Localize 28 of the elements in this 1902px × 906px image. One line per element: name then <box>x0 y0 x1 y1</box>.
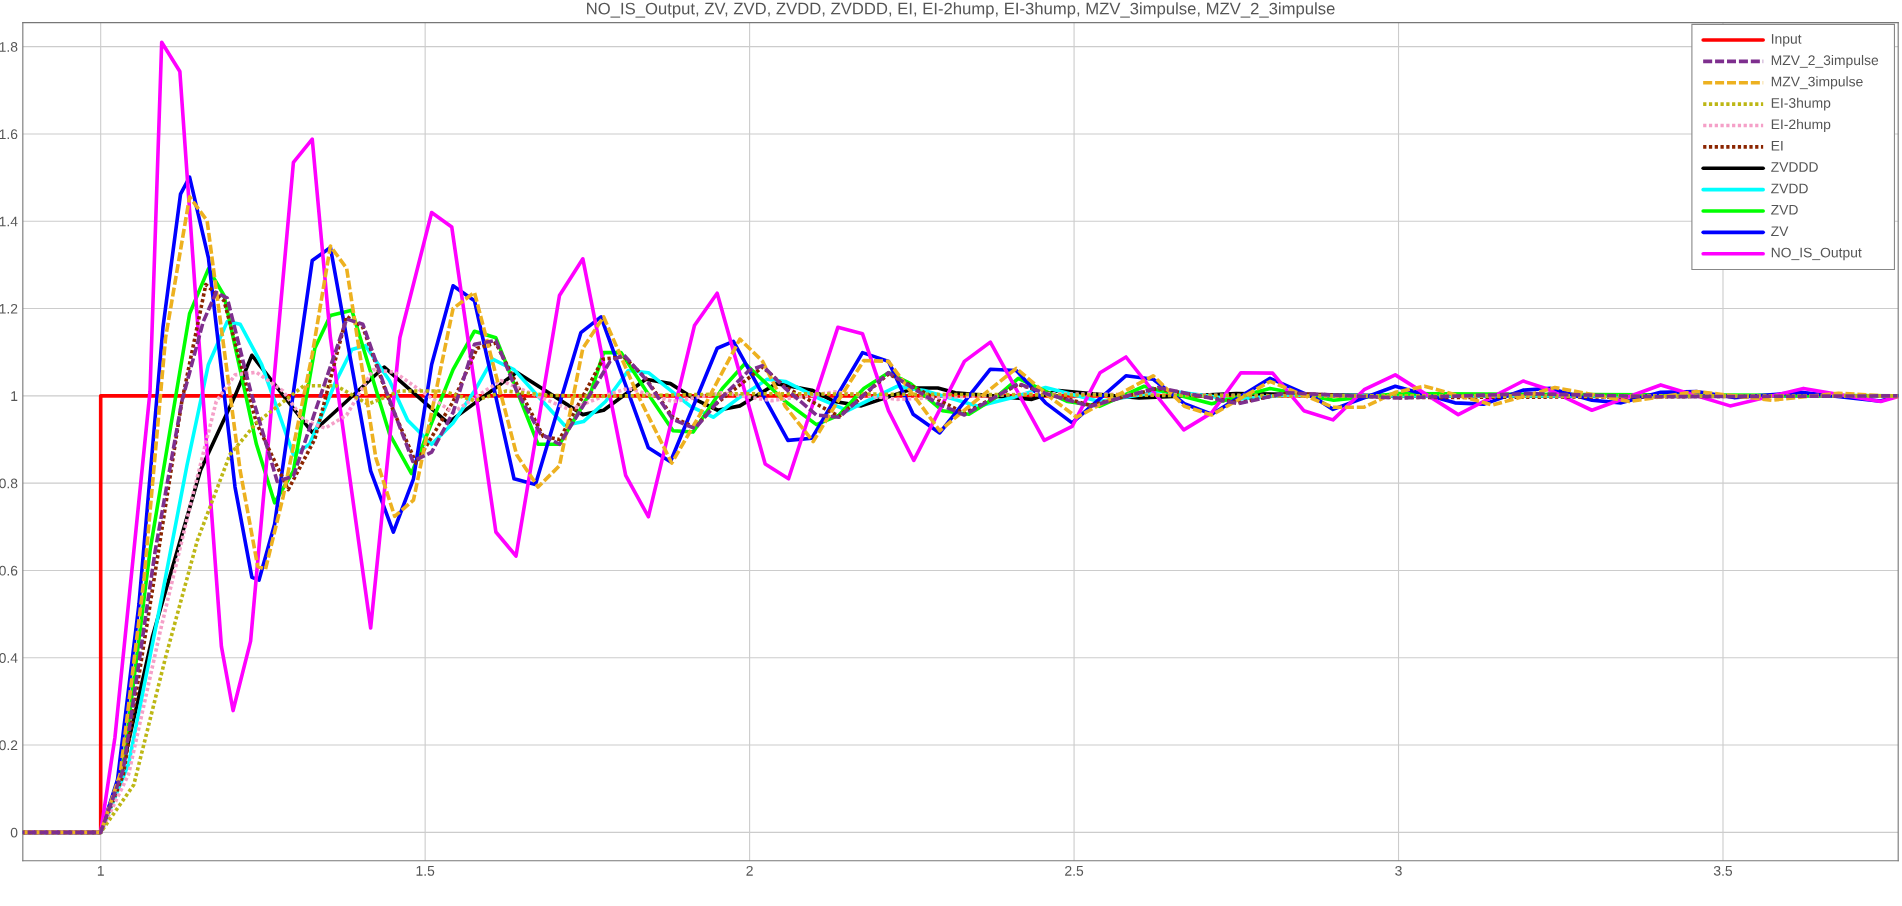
legend-label: ZVD <box>1771 205 1798 215</box>
y-tick-label: 1.4 <box>0 216 18 227</box>
x-tick-label: 2.5 <box>1065 865 1084 876</box>
legend-label: ZVDDD <box>1771 162 1818 172</box>
legend-label: ZVDD <box>1771 183 1808 194</box>
y-tick-label: 1.6 <box>0 129 18 140</box>
y-tick-label: 0.2 <box>0 740 18 751</box>
legend-label: MZV_2_3impulse <box>1771 54 1879 68</box>
legend-label: EI-3hump <box>1771 97 1831 111</box>
legend-label: EI-2hump <box>1771 119 1831 132</box>
y-tick-label: 1.8 <box>0 41 18 52</box>
legend-label: NO_IS_Output <box>1771 247 1862 261</box>
chart-title: NO_IS_Output, ZV, ZVD, ZVDD, ZVDDD, EI, EI-2hump, EI-3hump, MZV_3impulse, MZV_2_3impulse <box>587 2 1335 18</box>
x-tick-label: 2 <box>746 865 753 876</box>
legend-label: MZV_3impulse <box>1771 76 1863 90</box>
y-tick-label: 1.2 <box>0 303 18 314</box>
y-tick-label: 0.4 <box>0 653 18 663</box>
y-tick-label: 0.8 <box>0 478 18 489</box>
x-tick-label: 1 <box>97 866 104 876</box>
x-tick-label: 1.5 <box>416 866 435 876</box>
x-tick-label: 3.5 <box>1713 865 1733 876</box>
legend-label: EI <box>1771 140 1783 151</box>
x-tick-label: 3 <box>1395 865 1402 876</box>
legend-label: Input <box>1771 34 1802 47</box>
y-tick-label: 1 <box>11 391 18 401</box>
y-tick-label: 0.6 <box>0 565 18 576</box>
legend-label: ZV <box>1771 226 1789 236</box>
y-tick-label: 0 <box>10 827 18 838</box>
